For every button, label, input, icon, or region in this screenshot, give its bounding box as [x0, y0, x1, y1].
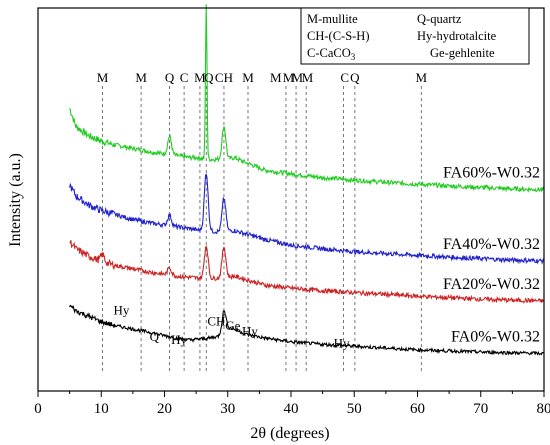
peak-annotation: Hy	[242, 323, 258, 338]
y-axis-title: Intensity (a.u.)	[7, 153, 24, 247]
x-tick-label: 70	[473, 401, 488, 417]
phase-label: M	[97, 70, 109, 85]
legend-item: M-mullite	[307, 12, 358, 26]
phase-label: M	[283, 70, 295, 85]
series-line	[69, 4, 545, 193]
series-group	[69, 4, 545, 356]
phase-label: C	[180, 70, 189, 85]
series-line	[69, 304, 545, 356]
legend-item-subscript: 3	[351, 52, 356, 62]
x-tick-label: 40	[284, 401, 299, 417]
x-tick-label: 0	[34, 401, 42, 417]
series-label: FA60%-W0.32	[443, 165, 540, 182]
phase-label: C	[340, 70, 349, 85]
series-label: FA0%-W0.32	[451, 329, 540, 346]
legend-item: Ge-gehlenite	[430, 46, 495, 60]
phase-label: M	[135, 70, 147, 85]
x-tick-label: 50	[347, 401, 362, 417]
peak-annotation: Ge	[225, 318, 240, 333]
phase-label: M	[270, 70, 282, 85]
legend: M-mullite Q-quartz CH-(C-S-H) Hy-hydrota…	[300, 7, 530, 65]
x-axis: 0 10 20 30 40 50 60 70 80	[34, 391, 550, 417]
legend-item: C-CaCO3	[307, 46, 356, 62]
phase-label: Q	[204, 70, 214, 85]
phase-label: CH	[215, 70, 233, 85]
phase-labels: M M Q C MQ CH M M MMM C Q M	[97, 70, 428, 85]
series-line	[69, 240, 545, 304]
phase-label: Q	[350, 70, 360, 85]
legend-item-text: C-CaCO	[307, 46, 351, 60]
peak-annotation: Hy	[114, 302, 130, 317]
peak-annotation: CH	[207, 313, 225, 328]
phase-label: M	[292, 70, 304, 85]
x-axis-title: 2θ (degrees)	[250, 425, 329, 442]
peak-annotation: Q	[150, 329, 160, 344]
x-tick-label: 10	[94, 401, 109, 417]
phase-label: M	[242, 70, 254, 85]
series-label: FA40%-W0.32	[443, 236, 540, 253]
legend-item: Q-quartz	[417, 12, 462, 26]
x-tick-label: 20	[157, 401, 172, 417]
legend-item: Hy-hydrotalcite	[417, 29, 497, 43]
series-label: FA20%-W0.32	[443, 276, 540, 293]
legend-box	[300, 7, 530, 65]
phase-label: M	[302, 70, 314, 85]
series-line	[69, 173, 545, 265]
series-labels: FA60%-W0.32 FA40%-W0.32 FA20%-W0.32 FA0%-W0…	[443, 165, 540, 346]
x-tick-label: 60	[410, 401, 425, 417]
peak-annotation: Hy	[171, 332, 187, 347]
x-tick-label: 30	[220, 401, 235, 417]
legend-item: CH-(C-S-H)	[307, 29, 370, 43]
phase-label: M	[416, 70, 428, 85]
phase-label: Q	[165, 70, 175, 85]
x-tick-label: 80	[537, 401, 550, 417]
phase-label: M	[194, 70, 206, 85]
peak-annotation: Hy	[334, 335, 350, 350]
